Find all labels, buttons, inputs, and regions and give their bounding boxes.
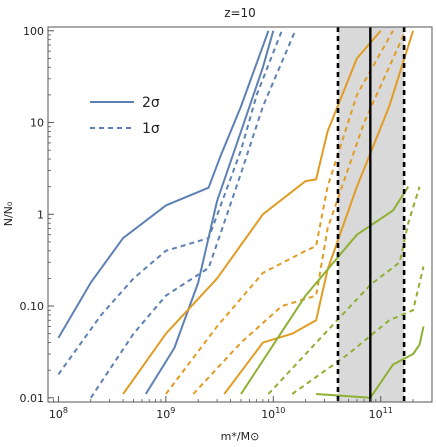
x-tick-label-1: 108 <box>49 406 68 421</box>
series-line-8 <box>223 30 415 395</box>
chart-title: z=10 <box>224 6 256 20</box>
y-tick-label-1: 0.01 <box>20 392 45 405</box>
y-tick-label-2: 0.10 <box>20 300 45 313</box>
legend: 2σ 1σ <box>90 95 160 137</box>
series-line-11 <box>291 266 425 395</box>
x-tick-label-3: 1010 <box>261 406 285 421</box>
series-layer <box>57 30 425 399</box>
legend-label-1: 2σ <box>142 95 160 111</box>
x-tick-label-2: 109 <box>156 406 175 421</box>
y-tick-label-5: 100 <box>23 25 44 38</box>
x-tick-label-4: 1011 <box>369 406 393 421</box>
y-axis-title: N/N₀ <box>2 201 15 226</box>
series-line-12 <box>316 326 425 399</box>
series-line-9 <box>240 186 410 395</box>
series-line-5 <box>122 30 382 395</box>
x-axis-title: m*/M⊙ <box>221 430 260 443</box>
series-line-4 <box>144 30 275 395</box>
series-line-6 <box>165 30 394 395</box>
y-tick-label-4: 10 <box>30 117 44 130</box>
series-line-1 <box>57 30 270 339</box>
legend-label-2: 1σ <box>142 121 160 137</box>
vline-layer <box>336 27 406 402</box>
series-line-3 <box>89 30 297 399</box>
y-tick-label-3: 1 <box>37 208 44 221</box>
